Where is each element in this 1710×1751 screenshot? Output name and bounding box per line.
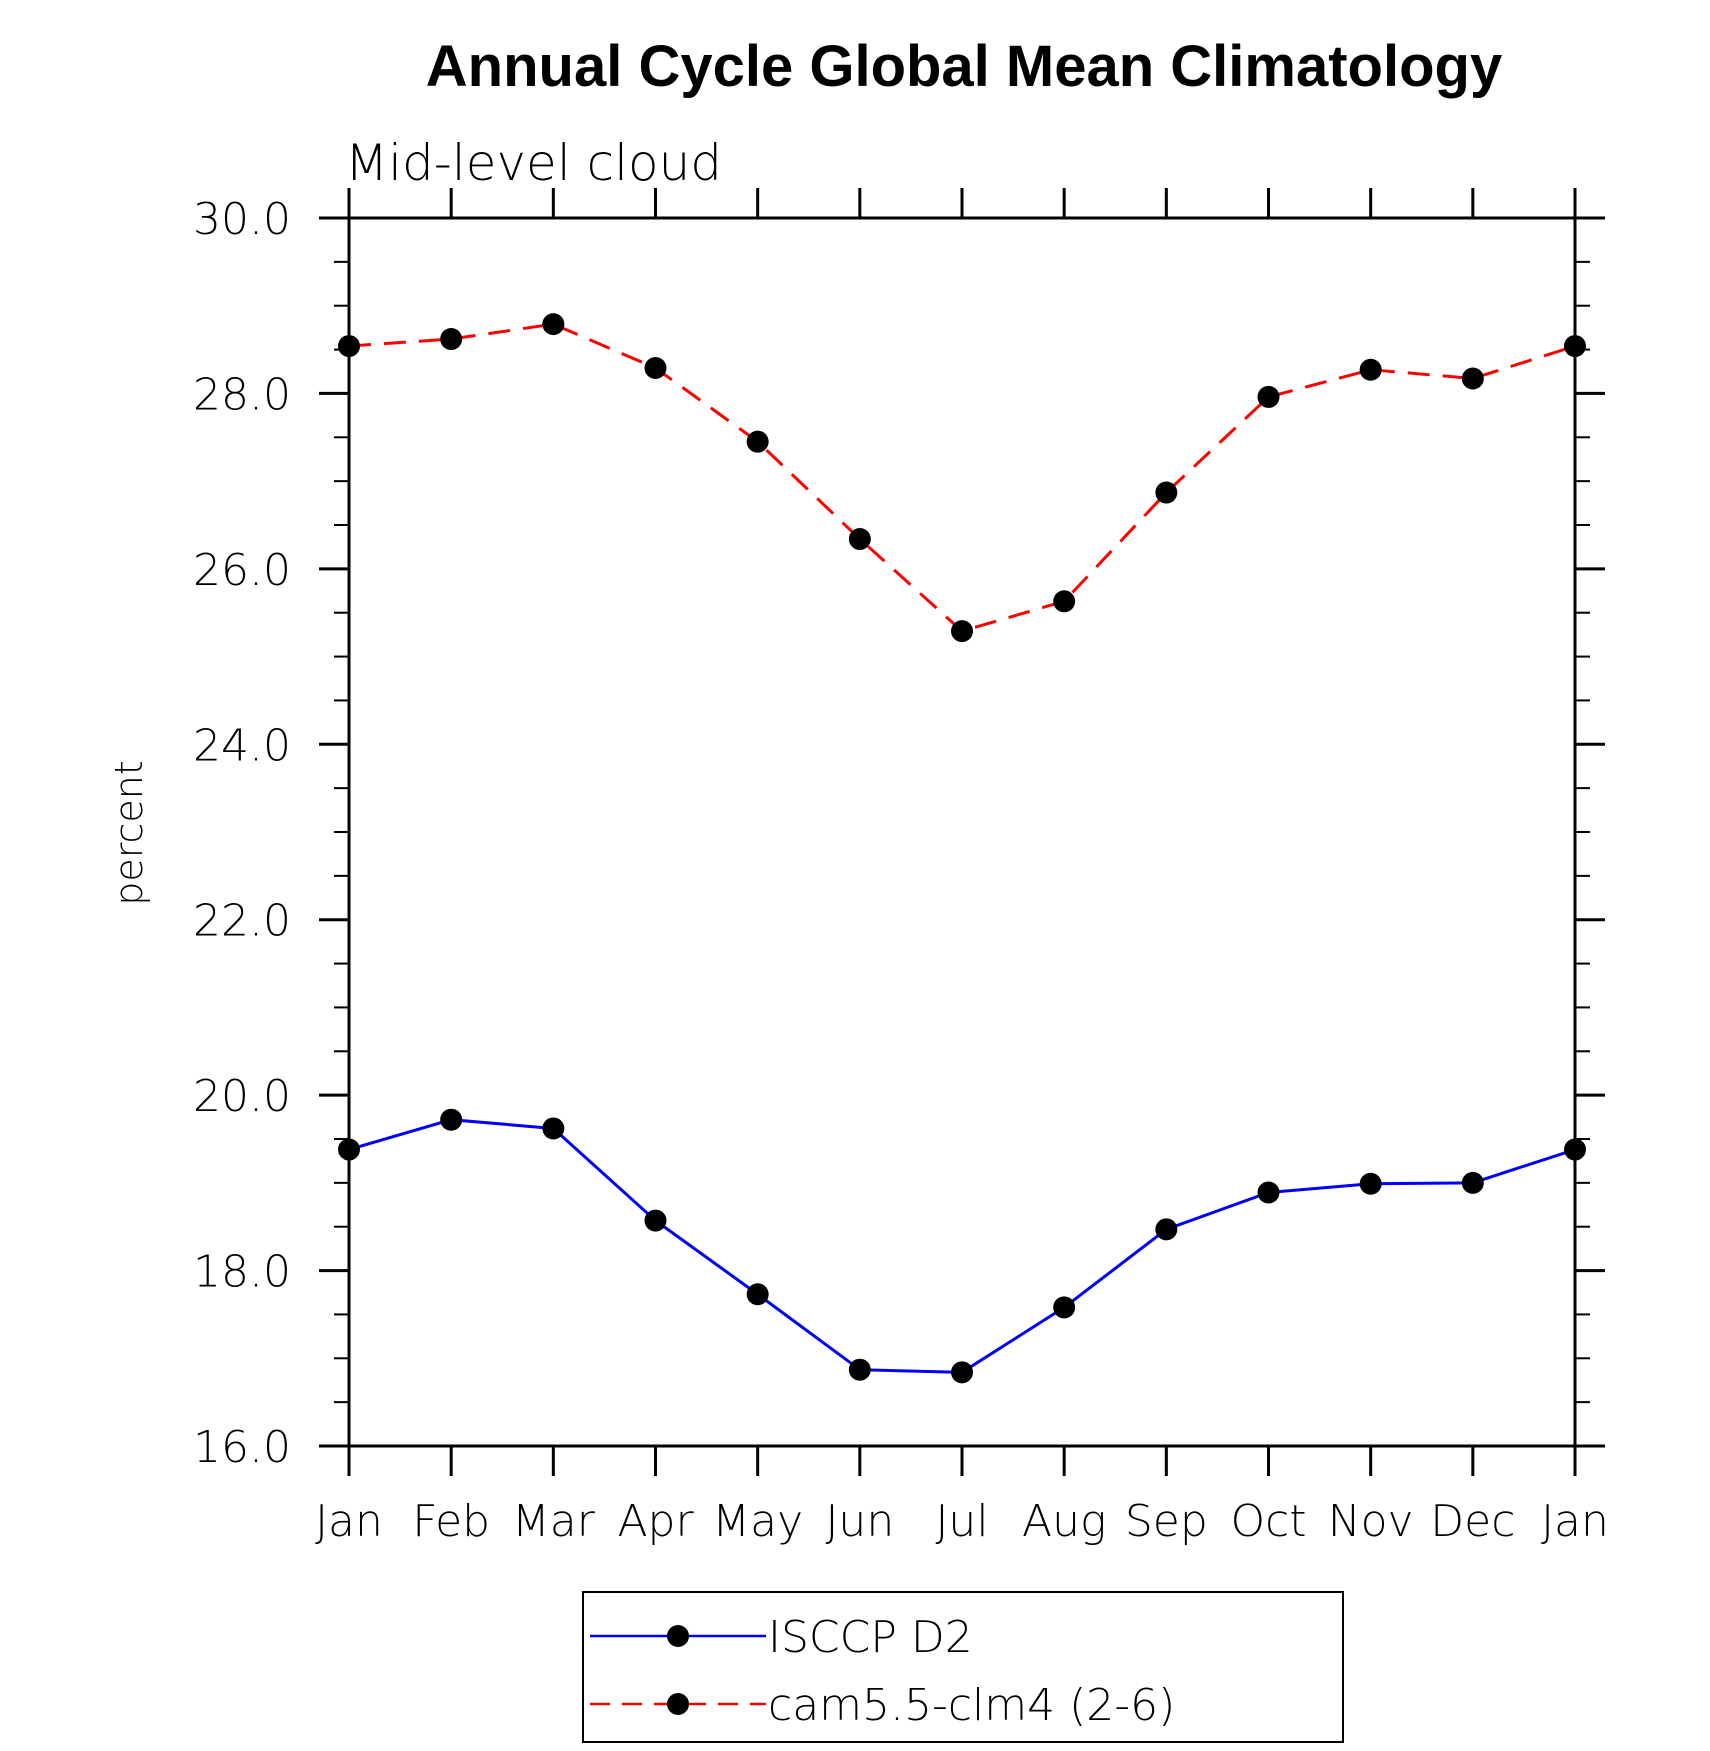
chart-subtitle: Mid-level cloud xyxy=(345,134,722,192)
legend-marker-cam xyxy=(667,1693,689,1715)
data-point-1 xyxy=(951,620,973,643)
data-point-1 xyxy=(644,356,667,379)
data-point-1 xyxy=(848,528,871,551)
data-point-0 xyxy=(542,1117,565,1140)
x-tick-label: Oct xyxy=(1230,1496,1306,1547)
data-point-0 xyxy=(1461,1171,1484,1194)
series-line-0 xyxy=(348,1118,1576,1374)
data-point-0 xyxy=(1155,1218,1178,1241)
legend-marker-isccp xyxy=(667,1625,689,1647)
data-point-1 xyxy=(542,313,565,336)
legend-box xyxy=(582,1591,1344,1743)
x-tick-label: Feb xyxy=(412,1496,490,1547)
x-tick-label: Jun xyxy=(825,1496,894,1547)
series-layer xyxy=(338,313,1586,1384)
data-point-0 xyxy=(440,1108,463,1131)
x-tick-label: Apr xyxy=(617,1496,694,1547)
y-tick-label: 18.0 xyxy=(193,1247,291,1298)
data-point-0 xyxy=(1053,1296,1076,1319)
legend-label-isccp: ISCCP D2 xyxy=(768,1612,973,1663)
x-tick-label: Aug xyxy=(1022,1496,1106,1547)
y-tick-label: 30.0 xyxy=(193,194,291,245)
data-point-0 xyxy=(338,1138,360,1161)
data-point-0 xyxy=(1564,1138,1586,1161)
y-tick-label: 22.0 xyxy=(193,896,291,947)
y-tick-label: 20.0 xyxy=(193,1071,291,1122)
x-tick-label: Mar xyxy=(512,1496,596,1547)
data-point-0 xyxy=(746,1283,769,1306)
x-tick-label: Dec xyxy=(1430,1496,1515,1547)
plot-frame xyxy=(347,216,1577,1448)
legend-entry-cam: cam5.5-clm4 (2-6) xyxy=(590,1680,1175,1731)
data-point-1 xyxy=(1257,385,1280,408)
y-tick-label: 28.0 xyxy=(193,369,291,420)
data-point-1 xyxy=(338,335,360,358)
axes: Jan Feb Mar Apr May Jun Jul Aug Sep Oct Nov Dec Jan 1… xyxy=(193,188,1609,1547)
legend-entry-isccp: ISCCP D2 xyxy=(590,1612,973,1663)
data-point-1 xyxy=(1053,590,1076,613)
data-point-1 xyxy=(1461,367,1484,390)
data-point-0 xyxy=(951,1361,973,1384)
legend-label-cam: cam5.5-clm4 (2-6) xyxy=(768,1680,1175,1731)
y-tick-label: 26.0 xyxy=(193,545,291,596)
data-point-0 xyxy=(1359,1172,1382,1195)
y-tick-label: 24.0 xyxy=(193,720,291,771)
x-tick-label: Sep xyxy=(1125,1496,1208,1547)
y-axis-label: percent xyxy=(107,760,151,906)
data-point-1 xyxy=(440,328,463,351)
data-point-1 xyxy=(1155,481,1178,504)
series-line-1 xyxy=(348,322,1576,633)
x-tick-label: Jan xyxy=(315,1496,383,1547)
data-point-1 xyxy=(1359,358,1382,381)
x-tick-label: May xyxy=(712,1496,803,1547)
x-tick-label: Nov xyxy=(1328,1496,1414,1547)
data-point-1 xyxy=(746,430,769,453)
data-point-0 xyxy=(848,1358,871,1381)
y-tick-label: 16.0 xyxy=(193,1422,291,1473)
data-point-0 xyxy=(644,1209,667,1232)
chart-title: Annual Cycle Global Mean Climatology xyxy=(426,34,1502,99)
data-point-0 xyxy=(1257,1181,1280,1204)
x-tick-label: Jul xyxy=(935,1496,988,1547)
data-point-1 xyxy=(1564,335,1586,358)
x-tick-label: Jan xyxy=(1541,1496,1609,1547)
